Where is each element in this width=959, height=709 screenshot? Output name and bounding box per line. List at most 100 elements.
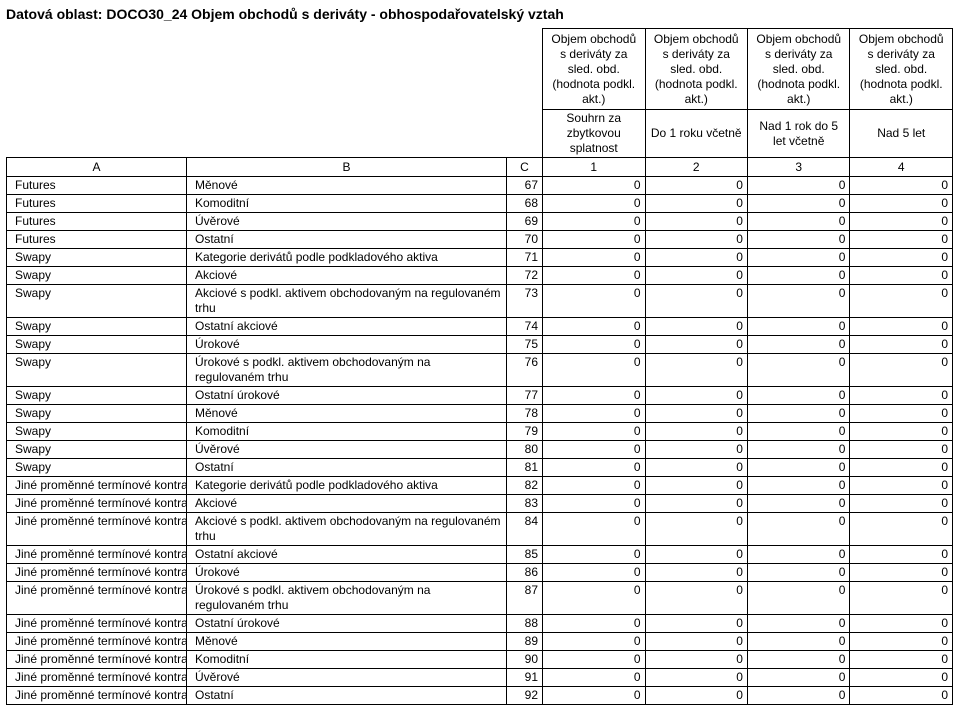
cell-value: 0 (645, 195, 747, 213)
cell-value: 0 (850, 249, 953, 267)
cell-value: 0 (543, 195, 645, 213)
cell-value: 0 (850, 687, 953, 705)
cell-category: Ostatní (187, 231, 507, 249)
cell-instrument-type: Swapy (7, 336, 187, 354)
cell-value: 0 (543, 669, 645, 687)
cell-category: Měnové (187, 177, 507, 195)
cell-value: 0 (850, 423, 953, 441)
cell-instrument-type: Jiné proměnné termínové kontrakty (7, 546, 187, 564)
header-metric-1: Objem obchodů s deriváty za sled. obd. (… (543, 29, 645, 110)
cell-value: 0 (850, 285, 953, 318)
cell-value: 0 (645, 285, 747, 318)
cell-value: 0 (747, 195, 849, 213)
cell-value: 0 (850, 267, 953, 285)
cell-value: 0 (645, 249, 747, 267)
cell-value: 0 (747, 318, 849, 336)
cell-category: Akciové (187, 267, 507, 285)
cell-value: 0 (645, 441, 747, 459)
cell-value: 0 (543, 651, 645, 669)
cell-instrument-type: Futures (7, 195, 187, 213)
header-period-2: Do 1 roku včetně (645, 110, 747, 158)
cell-value: 0 (850, 495, 953, 513)
cell-value: 0 (543, 387, 645, 405)
table-row: SwapyÚrokové s podkl. aktivem obchodovan… (7, 354, 953, 387)
cell-row-number: 70 (507, 231, 543, 249)
cell-value: 0 (747, 669, 849, 687)
cell-value: 0 (850, 633, 953, 651)
cell-value: 0 (747, 405, 849, 423)
cell-category: Úrokové s podkl. aktivem obchodovaným na… (187, 582, 507, 615)
cell-value: 0 (747, 177, 849, 195)
data-table: Objem obchodů s deriváty za sled. obd. (… (6, 28, 953, 705)
header-period-3: Nad 1 rok do 5 let včetně (747, 110, 849, 158)
cell-value: 0 (850, 387, 953, 405)
page-title: Datová oblast: DOCO30_24 Objem obchodů s… (6, 6, 953, 22)
cell-row-number: 90 (507, 651, 543, 669)
table-row: FuturesKomoditní680000 (7, 195, 953, 213)
table-row: Jiné proměnné termínové kontraktyÚvěrové… (7, 669, 953, 687)
colhead-2: 2 (645, 158, 747, 177)
table-row: SwapyÚvěrové800000 (7, 441, 953, 459)
table-row: FuturesOstatní700000 (7, 231, 953, 249)
cell-row-number: 84 (507, 513, 543, 546)
cell-category: Úvěrové (187, 441, 507, 459)
cell-value: 0 (543, 285, 645, 318)
cell-value: 0 (747, 687, 849, 705)
cell-value: 0 (645, 405, 747, 423)
table-row: SwapyMěnové780000 (7, 405, 953, 423)
cell-value: 0 (543, 546, 645, 564)
cell-row-number: 75 (507, 336, 543, 354)
cell-value: 0 (543, 513, 645, 546)
table-row: Jiné proměnné termínové kontraktyAkciové… (7, 513, 953, 546)
cell-value: 0 (850, 615, 953, 633)
cell-value: 0 (645, 177, 747, 195)
cell-value: 0 (543, 441, 645, 459)
table-row: SwapyOstatní úrokové770000 (7, 387, 953, 405)
table-row: SwapyAkciové720000 (7, 267, 953, 285)
cell-value: 0 (850, 354, 953, 387)
cell-category: Ostatní (187, 687, 507, 705)
cell-instrument-type: Swapy (7, 285, 187, 318)
cell-value: 0 (543, 687, 645, 705)
cell-row-number: 77 (507, 387, 543, 405)
cell-category: Měnové (187, 633, 507, 651)
cell-row-number: 78 (507, 405, 543, 423)
cell-row-number: 72 (507, 267, 543, 285)
cell-category: Ostatní akciové (187, 318, 507, 336)
cell-value: 0 (747, 651, 849, 669)
cell-value: 0 (747, 441, 849, 459)
cell-value: 0 (850, 336, 953, 354)
cell-category: Úrokové (187, 336, 507, 354)
cell-value: 0 (850, 405, 953, 423)
cell-value: 0 (645, 459, 747, 477)
cell-instrument-type: Jiné proměnné termínové kontrakty (7, 687, 187, 705)
colhead-3: 3 (747, 158, 849, 177)
header-blank (7, 29, 543, 110)
cell-value: 0 (850, 177, 953, 195)
cell-value: 0 (850, 441, 953, 459)
cell-value: 0 (747, 615, 849, 633)
cell-instrument-type: Futures (7, 177, 187, 195)
cell-category: Měnové (187, 405, 507, 423)
cell-value: 0 (543, 477, 645, 495)
cell-value: 0 (747, 495, 849, 513)
table-row: Jiné proměnné termínové kontraktyKomodit… (7, 651, 953, 669)
cell-value: 0 (645, 564, 747, 582)
cell-category: Akciové s podkl. aktivem obchodovaným na… (187, 285, 507, 318)
cell-row-number: 88 (507, 615, 543, 633)
header-period-1: Souhrn za zbytkovou splatnost (543, 110, 645, 158)
cell-value: 0 (645, 615, 747, 633)
cell-instrument-type: Swapy (7, 249, 187, 267)
table-row: Jiné proměnné termínové kontraktyAkciové… (7, 495, 953, 513)
cell-instrument-type: Jiné proměnné termínové kontrakty (7, 582, 187, 615)
header-metric-2: Objem obchodů s deriváty za sled. obd. (… (645, 29, 747, 110)
cell-value: 0 (543, 267, 645, 285)
cell-row-number: 74 (507, 318, 543, 336)
cell-value: 0 (543, 405, 645, 423)
cell-value: 0 (850, 318, 953, 336)
cell-value: 0 (747, 231, 849, 249)
cell-instrument-type: Swapy (7, 387, 187, 405)
cell-value: 0 (645, 513, 747, 546)
cell-value: 0 (850, 669, 953, 687)
cell-value: 0 (543, 249, 645, 267)
